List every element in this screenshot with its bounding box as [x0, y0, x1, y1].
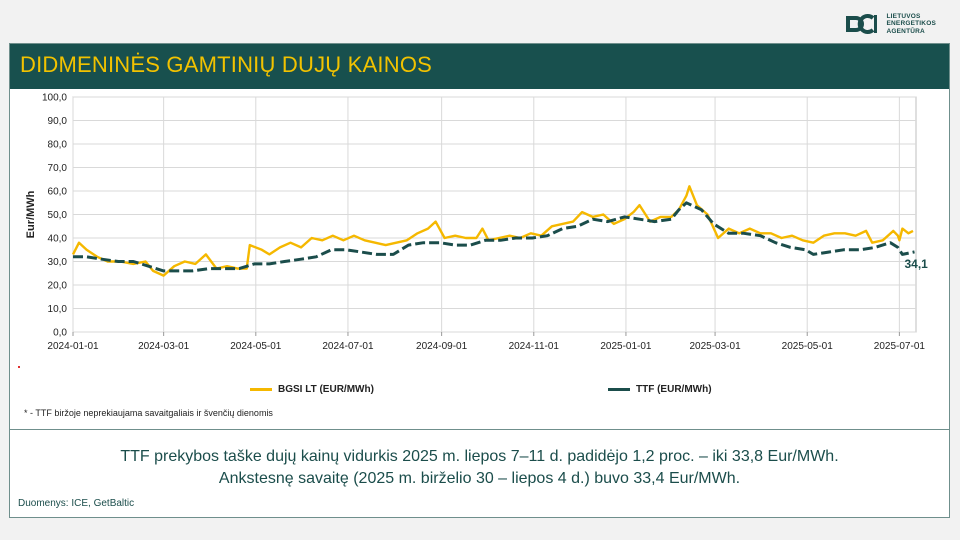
y-tick-label: 80,0 [48, 140, 68, 151]
footnote: * - TTF biržoje neprekiaujama savaitgali… [24, 408, 273, 418]
y-tick-label: 100,0 [42, 93, 67, 104]
legend-label-ttf: TTF (EUR/MWh) [636, 384, 712, 395]
logo-line-2: ENERGETIKOS [886, 20, 936, 28]
data-source: Duomenys: ICE, GetBaltic [18, 498, 135, 509]
title-bar: DIDMENINĖS GAMTINIŲ DUJŲ KAINOS [10, 44, 949, 89]
x-tick-label: 2024-05-01 [230, 341, 282, 352]
x-tick-label: 2024-01-01 [47, 341, 99, 352]
x-tick-label: 2025-01-01 [600, 341, 652, 352]
x-tick-label: 2024-03-01 [138, 341, 190, 352]
agency-logo: LIETUVOS ENERGETIKOS AGENTŪRA [840, 12, 936, 36]
summary-line-1: TTF prekybos taške dujų kainų vidurkis 2… [120, 448, 839, 465]
x-tick-label: 2025-07-01 [874, 341, 926, 352]
price-line-chart: 100,0 90,0 80,0 70,0 60,0 50,0 40,0 30,0 20,0 10,… [25, 93, 928, 353]
legend-item-bgsi: BGSI LT (EUR/MWh) [250, 384, 374, 395]
x-tick-label: 2024-07-01 [322, 341, 374, 352]
legend-item-ttf: TTF (EUR/MWh) [608, 384, 712, 395]
y-tick-label: 70,0 [48, 163, 68, 174]
y-tick-label: 20,0 [48, 281, 68, 292]
x-tick-label: 2024-09-01 [416, 341, 468, 352]
page-title: DIDMENINĖS GAMTINIŲ DUJŲ KAINOS [20, 52, 433, 77]
y-tick-label: 0,0 [53, 328, 67, 339]
y-tick-label: 10,0 [48, 304, 68, 315]
chart-panel: DIDMENINĖS GAMTINIŲ DUJŲ KAINOS 100,0 90,… [9, 43, 950, 518]
y-tick-label: 60,0 [48, 187, 68, 198]
series-line-ttf [73, 201, 915, 273]
y-tick-label: 40,0 [48, 234, 68, 245]
y-tick-label: 30,0 [48, 257, 68, 268]
logo-text: LIETUVOS ENERGETIKOS AGENTŪRA [886, 13, 936, 36]
logo-line-1: LIETUVOS [886, 12, 921, 20]
legend-swatch-bgsi [250, 388, 272, 391]
logo-line-3: AGENTŪRA [886, 27, 925, 35]
divider [10, 429, 949, 430]
red-dot-mark [18, 366, 20, 368]
y-tick-label: 50,0 [48, 210, 68, 221]
y-tick-label: 90,0 [48, 116, 68, 127]
legend-swatch-ttf [608, 388, 630, 391]
x-tick-label: 2024-11-01 [509, 341, 560, 352]
x-tick-label: 2025-03-01 [689, 341, 741, 352]
legend-label-bgsi: BGSI LT (EUR/MWh) [278, 384, 374, 395]
series-line-bgsi [71, 185, 914, 277]
lea-logo-icon [846, 14, 878, 34]
summary-line-2: Ankstesnę savaitę (2025 m. birželio 30 –… [218, 470, 741, 487]
x-tick-label: 2025-05-01 [782, 341, 834, 352]
y-axis-label: Eur/MWh [25, 190, 37, 238]
summary-text: TTF prekybos taške dujų kainų vidurkis 2… [10, 446, 949, 490]
data-label-ttf-last: 34,1 [904, 257, 928, 271]
